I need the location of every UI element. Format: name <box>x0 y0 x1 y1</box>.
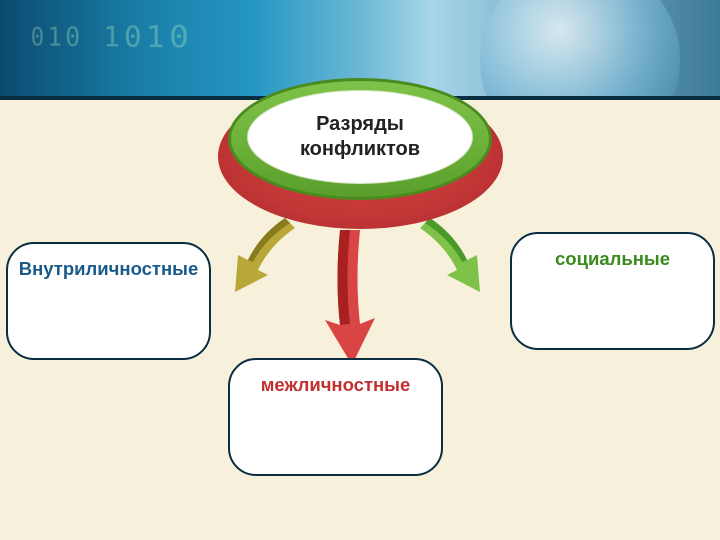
node-bottom-label: межличностные <box>261 374 411 396</box>
node-right-label: социальные <box>555 248 670 270</box>
center-node-label: Разрядыконфликтов <box>300 112 420 162</box>
center-node: Разрядыконфликтов <box>247 90 473 184</box>
diagram-canvas: Разрядыконфликтов Внутриличностные социа… <box>0 100 720 540</box>
header-binary-decor: 010 1010 <box>31 18 194 55</box>
arrow-right <box>420 218 480 292</box>
arrow-left <box>235 218 295 292</box>
header-globe-decor <box>480 0 680 100</box>
arrow-center <box>325 230 375 365</box>
node-left-label: Внутриличностные <box>19 258 199 280</box>
node-left: Внутриличностные <box>6 242 211 360</box>
node-bottom: межличностные <box>228 358 443 476</box>
node-right: социальные <box>510 232 715 350</box>
